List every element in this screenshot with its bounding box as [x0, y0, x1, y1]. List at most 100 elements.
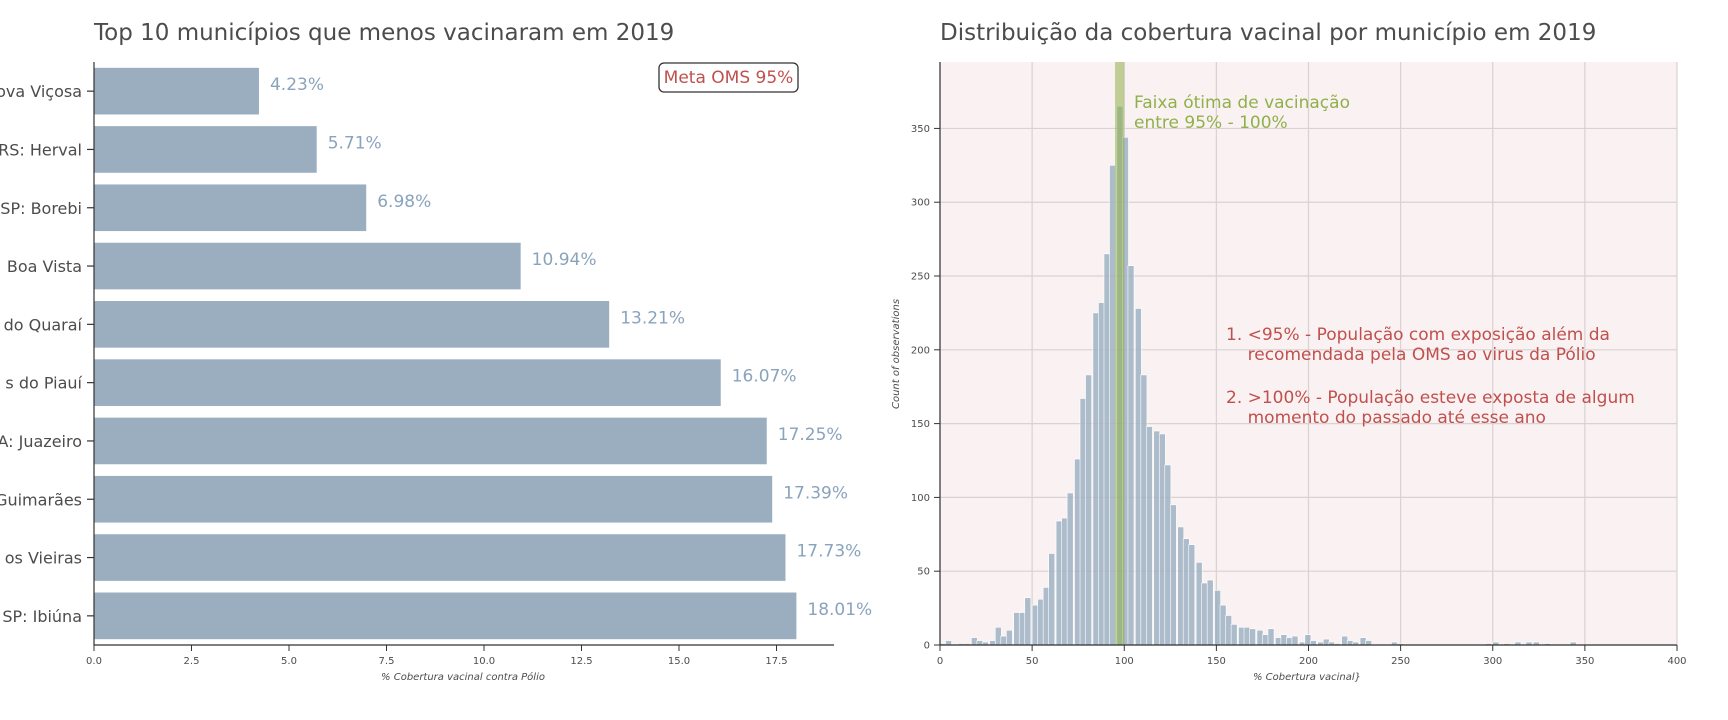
- histogram-bin: [1031, 604, 1039, 646]
- x-tick-label: 400: [1667, 656, 1686, 667]
- x-tick-label: 17.5: [765, 656, 787, 667]
- y-tick-label: s do Piauí: [5, 374, 82, 393]
- histogram-bin: [1013, 612, 1021, 646]
- bar: [94, 242, 521, 290]
- y-tick-label: 50: [917, 567, 930, 578]
- histogram-bin: [1243, 626, 1251, 646]
- histogram-x-axis-label: % Cobertura vacinal}: [1253, 672, 1361, 683]
- histogram-bin: [1037, 598, 1045, 646]
- meta-oms-text: Meta OMS 95%: [664, 68, 794, 88]
- bar-value-label: 13.21%: [620, 308, 685, 328]
- histogram-bin: [1201, 582, 1209, 646]
- x-tick-label: 150: [1207, 656, 1226, 667]
- histogram-bin: [945, 640, 952, 646]
- histogram-bin: [1092, 312, 1100, 646]
- y-tick-label: Boa Vista: [7, 257, 82, 276]
- note-below-95: 1. <95% - População com exposição além d…: [1226, 325, 1610, 365]
- histogram-bin: [1188, 544, 1196, 646]
- histogram-bin: [1291, 635, 1299, 646]
- histogram-bin: [1146, 426, 1153, 646]
- meta-oms-annotation: Meta OMS 95%: [658, 62, 799, 93]
- histogram-bin: [1177, 526, 1185, 646]
- bar: [94, 67, 259, 115]
- histogram-bin: [971, 637, 978, 646]
- histogram-bin: [1225, 615, 1232, 646]
- histogram-bin: [976, 640, 984, 646]
- x-tick-label: 12.5: [570, 656, 592, 667]
- x-tick-label: 50: [1026, 656, 1039, 667]
- histogram-bin: [1055, 520, 1063, 646]
- y-tick-label: ova Viçosa: [0, 82, 82, 101]
- histogram-bin: [1359, 637, 1367, 646]
- x-tick-label: 10.0: [473, 656, 495, 667]
- histogram-bin: [1158, 433, 1166, 646]
- y-tick-label: os Vieiras: [5, 549, 82, 568]
- bar: [94, 417, 767, 465]
- histogram-bin: [1238, 626, 1245, 646]
- histogram-bin: [1085, 374, 1092, 646]
- y-tick-label: RS: Herval: [0, 140, 82, 159]
- x-tick-label: 5.0: [281, 656, 297, 667]
- bar: [94, 359, 721, 406]
- histogram-bin: [1024, 597, 1032, 646]
- histogram-bin: [1006, 629, 1013, 646]
- histogram-bin: [1098, 302, 1105, 646]
- y-tick-label: 0: [924, 641, 930, 652]
- y-tick-label: 350: [911, 124, 930, 135]
- bar-value-label: 10.94%: [532, 250, 597, 270]
- histogram-bin: [1140, 374, 1148, 646]
- bar-value-label: 16.07%: [732, 367, 797, 387]
- y-tick-label: 300: [911, 198, 930, 209]
- note-above-100: 2. >100% - População esteve exposta de a…: [1226, 388, 1635, 428]
- histogram-bin: [1079, 398, 1087, 646]
- bar-group: 4.23% 5.71% 6.98% 10.94% 13.21% 16.07% 17.25% 1…: [94, 67, 872, 640]
- x-tick-label: 200: [1299, 656, 1318, 667]
- histogram-bin: [1048, 553, 1056, 646]
- x-tick-label: 2.5: [184, 656, 200, 667]
- x-tick-label: 0: [937, 656, 943, 667]
- histogram-bars: [939, 105, 1577, 646]
- histogram-bin: [1304, 634, 1312, 646]
- bar-chart-axes: ova Viçosa RS: Herval SP: Borebi Boa Vista d…: [0, 62, 834, 667]
- histogram-bin: [1153, 430, 1161, 646]
- optimal-band-annotation: Faixa ótima de vacinação entre 95% - 100%: [1134, 93, 1350, 133]
- x-tick-label: 100: [1115, 656, 1134, 667]
- histogram-bin: [1230, 624, 1238, 646]
- y-tick-label: 200: [911, 345, 930, 356]
- bar-value-label: 18.01%: [807, 600, 872, 620]
- histogram-bin: [1262, 634, 1269, 646]
- bar: [94, 475, 773, 523]
- y-tick-label: 250: [911, 272, 930, 283]
- histogram-bin: [1074, 458, 1081, 646]
- histogram-bin: [1322, 638, 1330, 646]
- histogram-axes: 0 50 100 150 200 250 300 350 400 0 50 100 150 200 250 3…: [911, 62, 1687, 667]
- histogram-bin: [1286, 637, 1293, 646]
- y-tick-label: SP: Borebi: [0, 199, 82, 218]
- histogram-bin: [994, 626, 1002, 646]
- x-tick-label: 7.5: [379, 656, 395, 667]
- bar: [94, 534, 786, 581]
- histogram-bin: [1195, 562, 1203, 646]
- histogram-bin: [1135, 308, 1142, 646]
- bar-value-label: 17.25%: [778, 425, 843, 445]
- histogram-title: Distribuição da cobertura vacinal por mu…: [940, 20, 1596, 46]
- histogram-bin: [1341, 635, 1349, 646]
- y-tick-label: Guimarães: [0, 490, 82, 509]
- bar-value-label: 17.73%: [796, 542, 861, 562]
- histogram-bin: [1182, 538, 1190, 646]
- histogram-bin: [1042, 587, 1050, 646]
- x-tick-label: 350: [1575, 656, 1594, 667]
- histogram-bin: [1256, 629, 1264, 646]
- y-tick-label: 100: [911, 493, 930, 504]
- histogram-bin: [1103, 253, 1111, 646]
- bar-value-label: 5.71%: [328, 133, 382, 153]
- histogram-bin: [1310, 640, 1317, 646]
- y-tick-label: 150: [911, 419, 930, 430]
- bar-chart-top10: Top 10 municípios que menos vacinaram em…: [0, 20, 872, 683]
- histogram-bin: [1066, 492, 1074, 646]
- x-tick-label: 0.0: [86, 656, 102, 667]
- histogram-bin: [1249, 628, 1256, 646]
- y-tick-label: do Quaraí: [4, 315, 83, 334]
- bar-value-label: 17.39%: [783, 483, 848, 503]
